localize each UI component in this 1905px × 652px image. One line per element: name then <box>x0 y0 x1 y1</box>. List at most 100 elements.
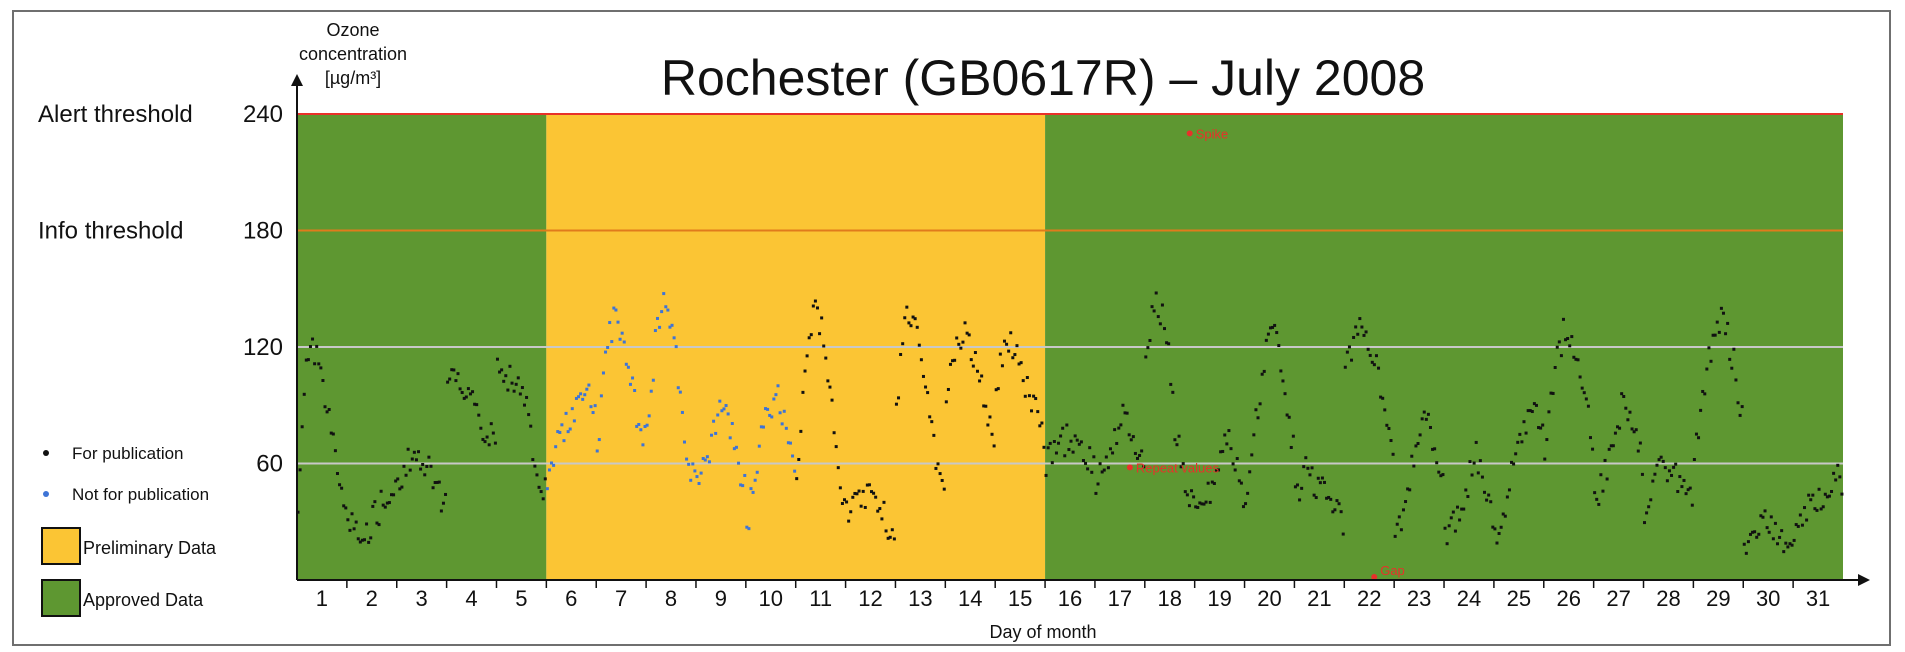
data-point <box>1682 478 1686 482</box>
data-point <box>508 364 512 368</box>
data-point <box>1705 367 1709 371</box>
data-point <box>1302 465 1306 469</box>
data-point <box>635 424 639 428</box>
data-point <box>772 397 776 401</box>
data-point <box>392 493 396 497</box>
data-point <box>884 529 888 533</box>
data-point <box>1790 543 1794 547</box>
data-point <box>537 485 541 489</box>
data-point <box>1347 345 1351 349</box>
data-point <box>1177 434 1181 438</box>
data-point <box>1414 444 1418 448</box>
data-point <box>1690 503 1694 507</box>
data-point <box>1264 338 1268 342</box>
data-point <box>664 305 668 309</box>
x-tick-label: 23 <box>1407 586 1431 611</box>
data-point <box>1769 515 1773 519</box>
data-point <box>506 388 510 392</box>
x-tick-label: 6 <box>565 586 577 611</box>
data-point <box>394 479 398 483</box>
data-point <box>1605 477 1609 481</box>
data-point <box>795 477 799 481</box>
data-point <box>473 402 477 406</box>
data-point <box>583 393 587 397</box>
data-point <box>770 415 774 419</box>
data-point <box>1094 491 1098 495</box>
data-point <box>1534 403 1538 407</box>
data-point <box>695 475 699 479</box>
data-point <box>483 440 487 444</box>
data-point <box>1059 434 1063 438</box>
data-point <box>1593 491 1597 495</box>
data-point <box>1148 338 1152 342</box>
data-point <box>1638 441 1642 445</box>
x-tick-label: 9 <box>715 586 727 611</box>
data-point <box>1084 461 1088 465</box>
data-point <box>1129 438 1133 442</box>
data-point <box>1551 391 1555 395</box>
data-point <box>1395 522 1399 526</box>
data-point <box>1507 488 1511 492</box>
data-point <box>967 333 971 337</box>
data-point <box>990 432 994 436</box>
data-point <box>761 425 765 429</box>
data-point <box>1169 382 1173 386</box>
data-point <box>880 517 884 521</box>
data-point <box>311 337 315 341</box>
data-point <box>1678 475 1682 479</box>
data-point <box>300 425 304 429</box>
data-point <box>535 473 539 477</box>
data-point <box>1688 486 1692 490</box>
data-point <box>757 444 761 448</box>
data-point <box>626 365 630 369</box>
data-point <box>1241 505 1245 509</box>
data-point <box>313 362 317 366</box>
data-point <box>317 362 321 366</box>
data-point <box>1786 545 1790 549</box>
data-point <box>1063 454 1067 458</box>
data-point <box>737 461 741 465</box>
x-axis-label: Day of month <box>989 622 1096 642</box>
data-point <box>1618 426 1622 430</box>
data-point <box>1568 344 1572 348</box>
data-point <box>1250 453 1254 457</box>
data-point <box>1090 470 1094 474</box>
data-point <box>1358 317 1362 321</box>
data-point <box>1557 340 1561 344</box>
data-point <box>1811 493 1815 497</box>
data-point <box>1088 446 1092 450</box>
data-point <box>365 522 369 526</box>
data-point <box>1503 514 1507 518</box>
data-point <box>1362 333 1366 337</box>
data-point <box>522 403 526 407</box>
data-point <box>1065 423 1069 427</box>
data-point <box>1252 433 1256 437</box>
data-point <box>315 344 319 348</box>
data-point <box>504 374 508 378</box>
data-point <box>338 483 342 487</box>
data-point <box>705 455 709 459</box>
data-point <box>953 358 957 362</box>
data-point <box>1175 443 1179 447</box>
data-point <box>402 464 406 468</box>
data-point <box>1111 451 1115 455</box>
data-point <box>1038 424 1042 428</box>
data-point <box>1661 459 1665 463</box>
info-threshold-label: Info threshold <box>38 218 183 245</box>
data-point <box>404 473 408 477</box>
data-point <box>834 445 838 449</box>
data-point <box>1830 489 1834 493</box>
data-point <box>888 535 892 539</box>
data-point <box>1796 524 1800 528</box>
data-point <box>1144 355 1148 359</box>
data-point <box>1522 420 1526 424</box>
data-point <box>1724 332 1728 336</box>
data-point <box>566 430 570 434</box>
data-point <box>481 437 485 441</box>
data-point <box>1181 462 1185 466</box>
data-point <box>1377 366 1381 370</box>
data-point <box>655 316 659 320</box>
data-point <box>581 397 585 401</box>
data-point <box>579 392 583 396</box>
data-point <box>360 538 364 542</box>
